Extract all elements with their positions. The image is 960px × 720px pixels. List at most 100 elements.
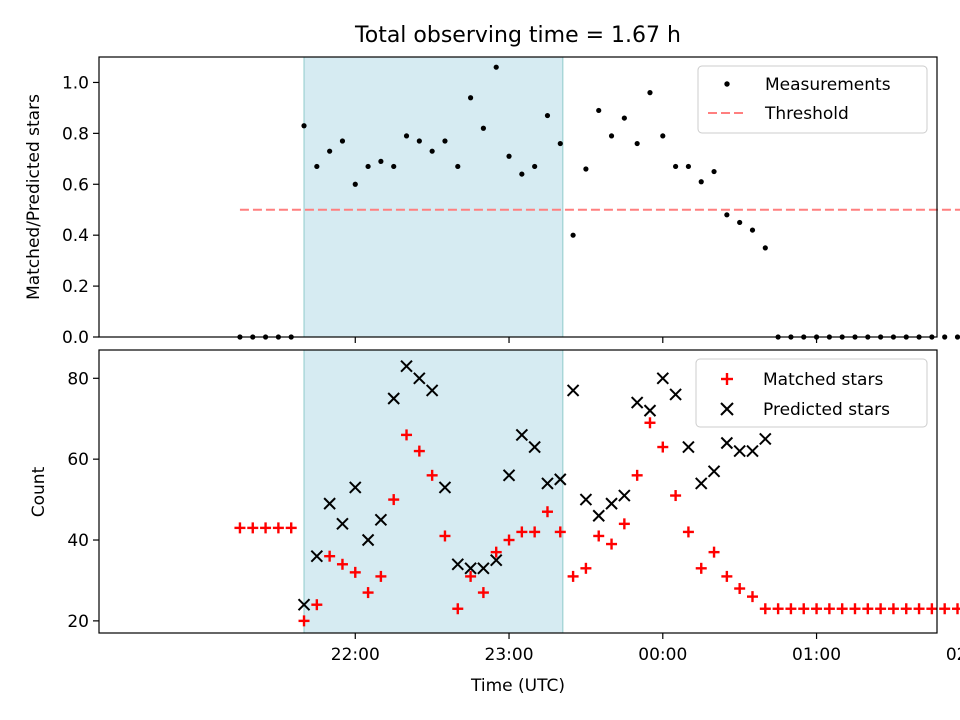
- ratio-y-tick-label: 0.2: [62, 277, 89, 297]
- measurement-point: [327, 148, 333, 154]
- predicted-marker-b: [707, 465, 721, 478]
- predicted-marker-b: [643, 404, 657, 417]
- predicted-marker-b: [451, 558, 464, 571]
- matched-star-point: [849, 603, 861, 615]
- matched-star-point: [887, 603, 899, 615]
- predicted-star-point: [374, 513, 388, 527]
- measurement-point: [570, 232, 576, 238]
- matched-star-point: [913, 603, 925, 615]
- predicted-marker-b: [336, 517, 349, 531]
- matched-star-point: [798, 603, 810, 615]
- measurement-point: [455, 163, 461, 170]
- matched-star-point: [862, 603, 874, 615]
- matched-star-point: [823, 603, 835, 615]
- matched-star-point: [247, 522, 259, 534]
- predicted-star-point: [695, 477, 708, 490]
- predicted-marker-b: [502, 469, 516, 482]
- predicted-star-point: [387, 392, 400, 405]
- legend-matched-label: Matched stars: [763, 370, 883, 390]
- predicted-marker-b: [592, 509, 605, 522]
- count-y-tick-label: 20: [67, 612, 89, 632]
- predicted-star-point: [554, 473, 567, 486]
- ratio-legend-box: [697, 65, 928, 134]
- predicted-marker-b: [323, 497, 336, 510]
- matched-star-point: [811, 603, 823, 615]
- chart-title: Total observing time = 1.67 h: [354, 23, 681, 48]
- matched-star-point: [298, 615, 310, 627]
- predicted-marker-b: [477, 562, 490, 575]
- matched-star-point: [631, 469, 643, 481]
- predicted-marker-b: [759, 432, 772, 446]
- measurement-point: [544, 112, 551, 119]
- matched-star-point: [567, 570, 579, 582]
- ratio-x-axis-ticks: [354, 337, 818, 343]
- legend-threshold-label: Threshold: [764, 104, 849, 124]
- measurement-point: [583, 166, 589, 172]
- predicted-star-point: [682, 440, 695, 454]
- measurement-point: [391, 163, 397, 170]
- predicted-marker-b: [746, 444, 759, 458]
- count-y-axis-label: Count: [29, 466, 49, 517]
- predicted-star-point: [464, 562, 477, 575]
- measurement-point: [762, 245, 768, 251]
- ratio-y-axis-label: Matched/Predicted stars: [24, 94, 44, 300]
- matched-star-point: [670, 490, 682, 502]
- matched-star-point: [721, 570, 733, 582]
- count-legend-box: [695, 358, 928, 428]
- x-tick-label: 22:00: [331, 645, 380, 665]
- predicted-marker-b: [387, 392, 400, 405]
- matched-star-point: [541, 506, 553, 518]
- measurement-point: [301, 123, 307, 129]
- count-y-axis-ticks: 20 40 60 80: [67, 369, 99, 632]
- predicted-star-point: [707, 465, 721, 478]
- matched-star-point: [926, 603, 938, 615]
- matched-star-point: [465, 570, 477, 582]
- measurement-point: [519, 171, 525, 177]
- ratio-y-tick-label: 0.8: [62, 124, 89, 144]
- measurement-point: [673, 163, 679, 170]
- matched-star-point: [426, 469, 438, 481]
- measurement-point: [647, 90, 653, 96]
- predicted-marker-b: [720, 436, 734, 450]
- ratio-legend: Measurements Threshold: [697, 65, 928, 134]
- measurement-point: [365, 163, 371, 170]
- predicted-marker-b: [528, 440, 541, 454]
- predicted-star-point: [630, 396, 644, 409]
- predicted-marker-b: [374, 513, 388, 527]
- predicted-star-point: [323, 497, 336, 510]
- measurement-point: [698, 179, 704, 185]
- matched-star-point: [375, 570, 387, 582]
- matched-star-point: [503, 534, 515, 546]
- predicted-star-point: [733, 444, 746, 458]
- matched-star-point: [644, 417, 656, 429]
- predicted-star-point: [349, 481, 362, 494]
- matched-star-point: [413, 445, 425, 457]
- predicted-star-point: [541, 477, 554, 490]
- measurement-point: [467, 95, 474, 101]
- predicted-marker-b: [413, 372, 426, 385]
- matched-star-point: [759, 603, 771, 615]
- predicted-marker-b: [515, 428, 529, 442]
- matched-star-point: [695, 562, 707, 574]
- observing-window-shade: [303, 56, 564, 338]
- predicted-stars-points: [297, 359, 772, 611]
- predicted-star-point: [297, 598, 311, 611]
- predicted-star-point: [515, 428, 529, 442]
- matched-star-point: [618, 518, 630, 530]
- measurement-point: [314, 163, 320, 170]
- predicted-star-point: [592, 509, 605, 522]
- predicted-marker-b: [400, 359, 413, 373]
- measurement-point: [711, 168, 717, 175]
- legend-predicted-marker: [720, 402, 734, 416]
- matched-star-point: [785, 603, 797, 615]
- predicted-marker-b: [579, 493, 593, 506]
- matched-star-point: [452, 603, 464, 615]
- measurement-point: [416, 138, 422, 144]
- matched-star-point: [875, 603, 887, 615]
- matched-star-point: [900, 603, 912, 615]
- ratio-y-tick-label: 1.0: [62, 73, 89, 93]
- predicted-star-point: [528, 440, 541, 454]
- matched-star-point: [311, 599, 323, 611]
- predicted-star-point: [336, 517, 349, 531]
- matched-star-point: [529, 526, 541, 538]
